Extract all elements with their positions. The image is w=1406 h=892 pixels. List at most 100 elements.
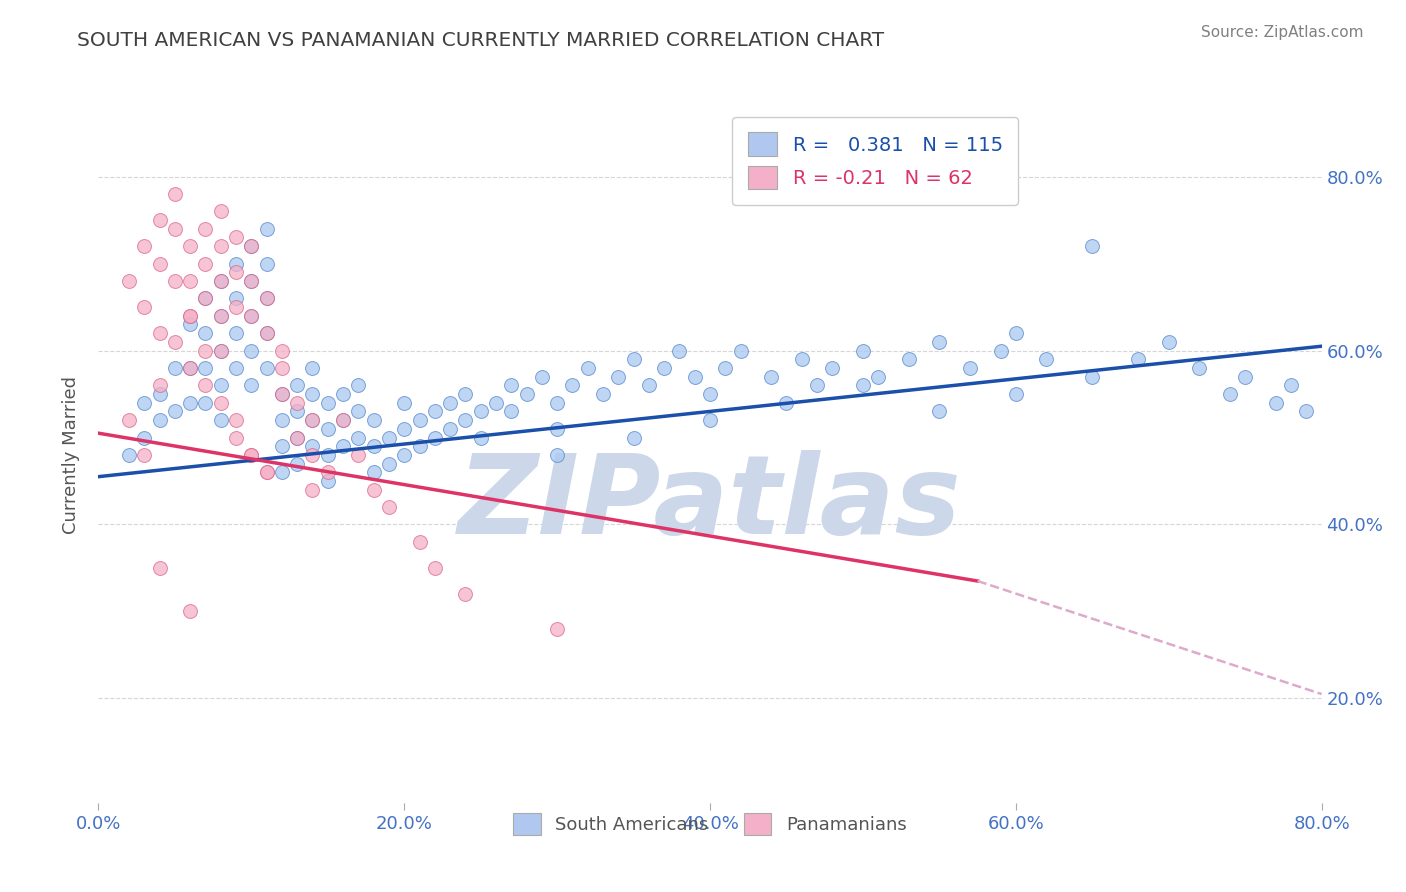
- Point: [209, 274, 232, 288]
- Point: [194, 395, 217, 409]
- Point: [378, 500, 401, 514]
- Point: [134, 239, 156, 253]
- Point: [285, 430, 308, 444]
- Point: [209, 274, 232, 288]
- Point: [1234, 369, 1257, 384]
- Legend: South Americans, Panamanians: South Americans, Panamanians: [506, 806, 914, 842]
- Point: [209, 204, 232, 219]
- Point: [270, 413, 292, 427]
- Point: [332, 413, 354, 427]
- Point: [209, 343, 232, 358]
- Point: [225, 361, 247, 376]
- Point: [225, 291, 247, 305]
- Point: [301, 448, 323, 462]
- Point: [225, 430, 247, 444]
- Point: [316, 474, 339, 488]
- Point: [423, 404, 446, 418]
- Point: [209, 239, 232, 253]
- Point: [240, 309, 263, 323]
- Point: [209, 309, 232, 323]
- Point: [423, 561, 446, 575]
- Point: [347, 448, 370, 462]
- Point: [225, 300, 247, 314]
- Point: [301, 387, 323, 401]
- Point: [179, 605, 201, 619]
- Point: [209, 378, 232, 392]
- Point: [240, 239, 263, 253]
- Point: [699, 387, 721, 401]
- Point: [699, 413, 721, 427]
- Point: [179, 274, 201, 288]
- Point: [546, 622, 568, 636]
- Point: [163, 361, 186, 376]
- Point: [270, 387, 292, 401]
- Point: [194, 326, 217, 341]
- Point: [806, 378, 828, 392]
- Point: [240, 448, 263, 462]
- Point: [194, 361, 217, 376]
- Point: [897, 352, 920, 367]
- Point: [546, 422, 568, 436]
- Point: [392, 395, 416, 409]
- Point: [270, 361, 292, 376]
- Point: [1219, 387, 1241, 401]
- Point: [821, 361, 844, 376]
- Point: [270, 466, 292, 480]
- Point: [179, 361, 201, 376]
- Point: [256, 291, 278, 305]
- Point: [179, 361, 201, 376]
- Point: [149, 378, 172, 392]
- Point: [256, 326, 278, 341]
- Point: [149, 387, 172, 401]
- Point: [209, 309, 232, 323]
- Point: [332, 439, 354, 453]
- Point: [378, 457, 401, 471]
- Point: [928, 334, 950, 349]
- Point: [149, 213, 172, 227]
- Point: [408, 439, 430, 453]
- Point: [225, 413, 247, 427]
- Point: [316, 395, 339, 409]
- Point: [301, 413, 323, 427]
- Point: [256, 466, 278, 480]
- Point: [149, 326, 172, 341]
- Point: [868, 369, 890, 384]
- Point: [301, 413, 323, 427]
- Point: [225, 230, 247, 244]
- Point: [194, 343, 217, 358]
- Point: [225, 257, 247, 271]
- Point: [163, 187, 186, 202]
- Point: [714, 361, 737, 376]
- Point: [316, 422, 339, 436]
- Point: [852, 378, 875, 392]
- Point: [1264, 395, 1286, 409]
- Point: [392, 448, 416, 462]
- Point: [301, 483, 323, 497]
- Point: [485, 395, 508, 409]
- Point: [363, 466, 385, 480]
- Point: [363, 483, 385, 497]
- Point: [1295, 404, 1317, 418]
- Point: [652, 361, 675, 376]
- Point: [179, 239, 201, 253]
- Point: [408, 534, 430, 549]
- Text: ZIPatlas: ZIPatlas: [458, 450, 962, 558]
- Point: [256, 361, 278, 376]
- Point: [179, 318, 201, 332]
- Point: [454, 413, 477, 427]
- Point: [240, 274, 263, 288]
- Point: [194, 291, 217, 305]
- Point: [363, 413, 385, 427]
- Point: [759, 369, 782, 384]
- Point: [668, 343, 690, 358]
- Point: [285, 378, 308, 392]
- Point: [990, 343, 1012, 358]
- Point: [316, 448, 339, 462]
- Point: [225, 265, 247, 279]
- Point: [118, 274, 141, 288]
- Point: [163, 274, 186, 288]
- Point: [1035, 352, 1057, 367]
- Point: [408, 413, 430, 427]
- Point: [194, 291, 217, 305]
- Point: [163, 404, 186, 418]
